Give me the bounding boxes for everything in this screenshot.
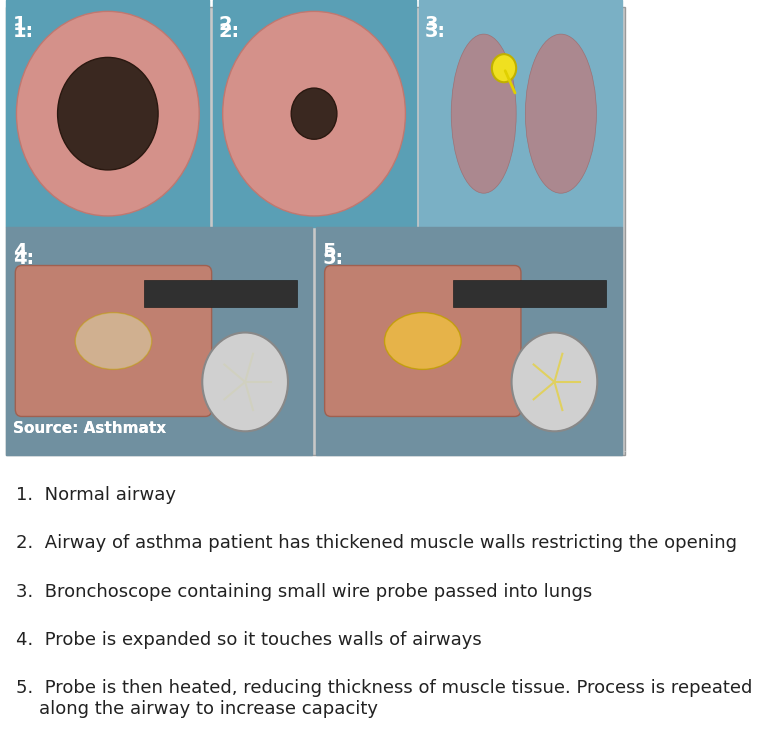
Bar [6, 227, 312, 455]
Ellipse shape [525, 34, 597, 193]
Ellipse shape [16, 12, 199, 216]
Text: Source: Asthmatx: Source: Asthmatx [12, 421, 166, 437]
FancyBboxPatch shape [16, 265, 212, 416]
Circle shape [492, 54, 516, 82]
Circle shape [512, 332, 597, 432]
FancyBboxPatch shape [325, 265, 521, 416]
FancyBboxPatch shape [315, 227, 622, 455]
Text: 4.  Probe is expanded so it touches walls of airways: 4. Probe is expanded so it touches walls… [16, 631, 481, 649]
Text: Source: Asthmatx: Source: Asthmatx [12, 421, 166, 437]
Text: 2.  Airway of asthma patient has thickened muscle walls restricting the opening: 2. Airway of asthma patient has thickene… [16, 534, 737, 553]
FancyBboxPatch shape [6, 227, 312, 455]
Ellipse shape [76, 313, 152, 370]
Text: 3.: 3. [425, 15, 446, 34]
Text: 5.: 5. [322, 242, 343, 261]
Text: 5.  Probe is then heated, reducing thickness of muscle tissue. Process is repeat: 5. Probe is then heated, reducing thickn… [16, 679, 753, 718]
FancyBboxPatch shape [6, 7, 625, 455]
Text: 3.: 3. [425, 22, 446, 41]
FancyBboxPatch shape [213, 0, 415, 227]
Ellipse shape [223, 12, 405, 216]
FancyBboxPatch shape [419, 0, 622, 227]
Text: 1.: 1. [12, 22, 33, 41]
Ellipse shape [291, 88, 337, 139]
Text: 5.: 5. [322, 249, 343, 268]
Text: 2.: 2. [219, 15, 240, 34]
Text: 4.: 4. [12, 242, 33, 261]
Ellipse shape [58, 58, 158, 170]
Ellipse shape [451, 34, 516, 193]
Bar [144, 280, 297, 307]
Text: 1.  Normal airway: 1. Normal airway [16, 486, 176, 504]
Ellipse shape [385, 313, 461, 370]
Text: 2.: 2. [219, 22, 240, 41]
Bar [6, 0, 210, 227]
Text: 3.  Bronchoscope containing small wire probe passed into lungs: 3. Bronchoscope containing small wire pr… [16, 582, 592, 601]
Bar [213, 0, 415, 227]
Text: 4.: 4. [12, 249, 33, 268]
Bar [315, 227, 622, 455]
Bar [419, 0, 622, 227]
FancyBboxPatch shape [6, 0, 210, 227]
Text: 1.: 1. [12, 15, 33, 34]
Circle shape [203, 332, 288, 432]
Bar [453, 280, 607, 307]
